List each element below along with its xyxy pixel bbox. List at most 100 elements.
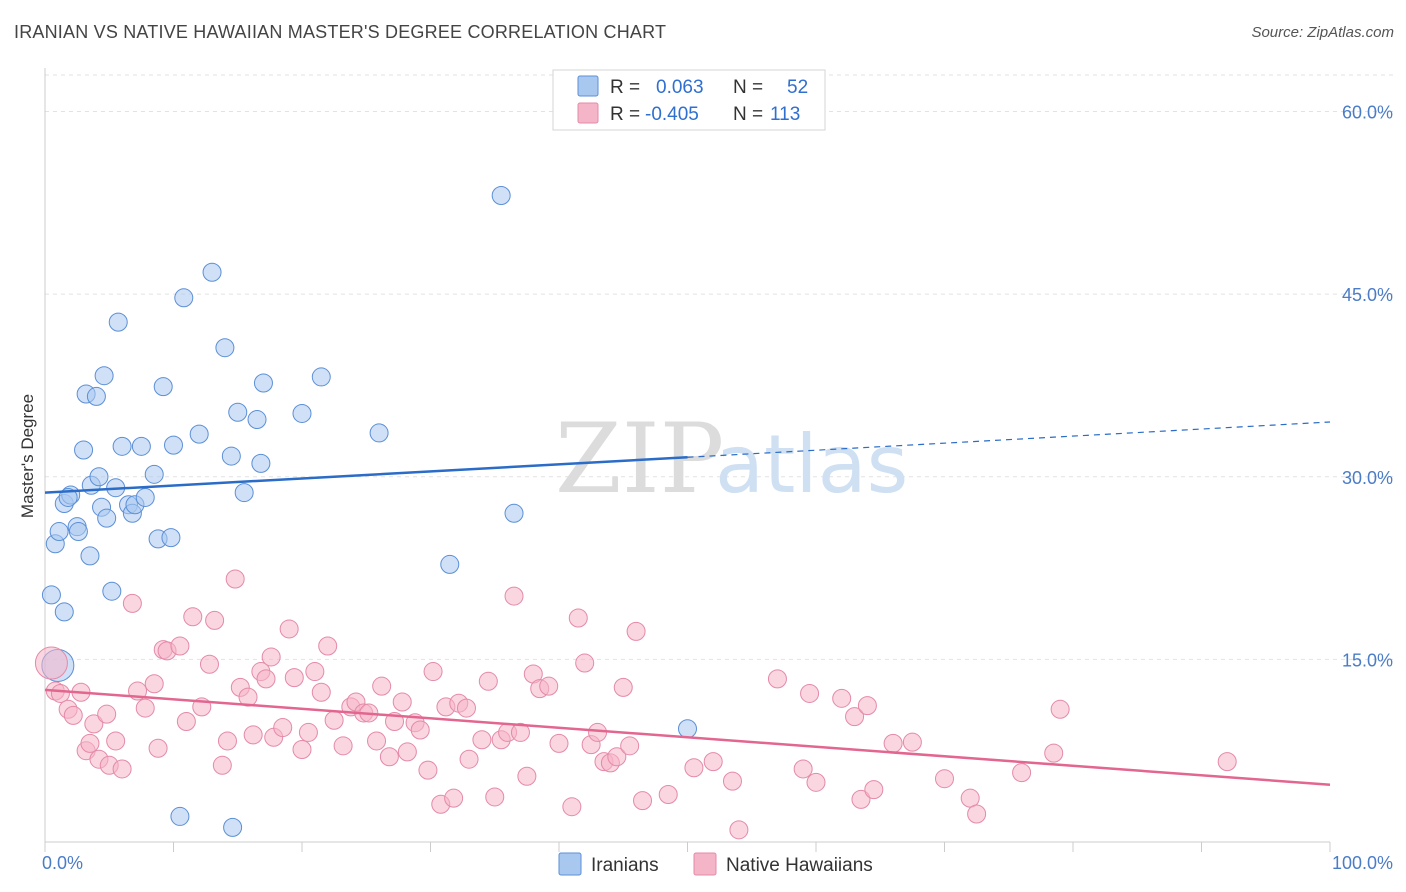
native-hawaiian-point: [324, 710, 344, 730]
native-hawaiian-point: [418, 760, 438, 780]
native-hawaiian-point: [832, 688, 852, 708]
native-hawaiian-point: [722, 771, 742, 791]
native-hawaiian-point: [333, 736, 353, 756]
iranian-point: [223, 817, 243, 837]
native-hawaiian-point: [588, 722, 608, 742]
iranian-point: [102, 581, 122, 601]
y-tick-label: 15.0%: [1342, 650, 1393, 670]
native-hawaiian-point: [256, 669, 276, 689]
legend-swatch-iranians: [577, 75, 599, 97]
native-hawaiian-point: [806, 772, 826, 792]
native-hawaiian-point: [1217, 752, 1237, 772]
native-hawaiian-point: [864, 780, 884, 800]
iranian-point: [228, 402, 248, 422]
native-hawaiian-point: [410, 720, 430, 740]
iranian-point: [131, 436, 151, 456]
native-hawaiian-point: [292, 739, 312, 759]
native-hawaiian-point: [857, 696, 877, 716]
iranians-trend-line: [44, 456, 688, 494]
native-hawaiian-point: [472, 730, 492, 750]
y-tick-label: 60.0%: [1342, 103, 1393, 123]
chart-title: IRANIAN VS NATIVE HAWAIIAN MASTER'S DEGR…: [14, 22, 667, 42]
bottom-legend: Iranians Native Hawaiians: [558, 852, 873, 876]
native-hawaiian-point: [392, 692, 412, 712]
iranian-point: [170, 806, 190, 826]
x-tick-label-start: 0.0%: [42, 853, 83, 873]
native-hawaiian-point: [793, 759, 813, 779]
native-hawaiian-point: [478, 671, 498, 691]
iranian-point: [292, 403, 312, 423]
native-hawaiian-point: [729, 820, 749, 840]
native-hawaiian-point: [633, 791, 653, 811]
iranian-point: [89, 467, 109, 487]
native-hawaiian-point: [50, 683, 70, 703]
iranian-point: [80, 546, 100, 566]
iranian-point: [234, 483, 254, 503]
iranian-point: [112, 436, 132, 456]
native-hawaiian-point: [504, 586, 524, 606]
native-hawaiian-point: [967, 804, 987, 824]
native-hawaiian-point: [845, 707, 865, 727]
native-hawaiian-point: [684, 758, 704, 778]
iranian-point: [54, 602, 74, 622]
y-axis-title: Master's Degree: [18, 394, 37, 518]
native-hawaiian-point: [199, 654, 219, 674]
x-tick-label-end: 100.0%: [1332, 853, 1393, 873]
legend-r-label-2: R =: [610, 104, 640, 125]
native-hawaiian-point: [367, 731, 387, 751]
iranian-point: [97, 508, 117, 528]
iranian-point: [86, 386, 106, 406]
iranian-point: [215, 338, 235, 358]
legend-n-value-1: 52: [787, 77, 808, 98]
native-hawaiian-point: [539, 676, 559, 696]
native-hawaiians-trend-line: [44, 688, 1331, 787]
native-hawaiian-point: [444, 788, 464, 808]
y-tick-label: 30.0%: [1342, 468, 1393, 488]
iranian-point: [74, 440, 94, 460]
native-hawaiian-point: [658, 785, 678, 805]
native-hawaiian-point: [800, 683, 820, 703]
iranian-point: [504, 503, 524, 523]
native-hawaiian-point: [106, 731, 126, 751]
native-hawaiian-point: [135, 698, 155, 718]
iranian-point: [251, 453, 271, 473]
native-hawaiian-point: [517, 766, 537, 786]
source-label: Source: ZipAtlas.com: [1251, 24, 1394, 41]
native-hawaiian-point: [298, 722, 318, 742]
iranian-point: [174, 288, 194, 308]
iranian-point: [153, 377, 173, 397]
iranian-point: [247, 410, 267, 430]
native-hawaiian-point: [122, 593, 142, 613]
iranian-point: [440, 554, 460, 574]
legend-n-label-1: N =: [733, 77, 763, 98]
native-hawaiian-point: [63, 705, 83, 725]
native-hawaiian-point: [144, 674, 164, 694]
native-hawaiian-point: [851, 789, 871, 809]
native-hawaiian-point: [575, 653, 595, 673]
iranian-point: [49, 522, 69, 542]
native-hawaiian-point: [318, 636, 338, 656]
legend-r-value-1: 0.063: [656, 77, 704, 98]
native-hawaiian-point: [205, 610, 225, 630]
legend-box: R = 0.063 N = 52 R = -0.405 N = 113: [552, 69, 826, 131]
iranian-point: [41, 585, 61, 605]
iranian-point: [221, 446, 241, 466]
native-hawaiian-point: [549, 733, 569, 753]
native-hawaiian-point: [1050, 699, 1070, 719]
native-hawaiian-point: [243, 725, 263, 745]
native-hawaiian-point: [148, 738, 168, 758]
legend-r-value-2: -0.405: [645, 104, 699, 125]
iranians-trend-extension: [687, 421, 1331, 458]
native-hawaiian-point: [568, 608, 588, 628]
legend-swatch-native-hawaiians: [577, 102, 599, 124]
native-hawaiian-point: [1012, 763, 1032, 783]
trend-lines: [44, 421, 1331, 787]
native-hawaiian-point: [607, 747, 627, 767]
iranian-point: [369, 423, 389, 443]
iranian-point: [94, 366, 114, 386]
native-hawaiian-point: [767, 669, 787, 689]
native-hawaiian-point: [176, 711, 196, 731]
grid-lines: [45, 74, 1395, 660]
native-hawaiian-point: [183, 607, 203, 627]
native-hawaiian-point: [960, 788, 980, 808]
